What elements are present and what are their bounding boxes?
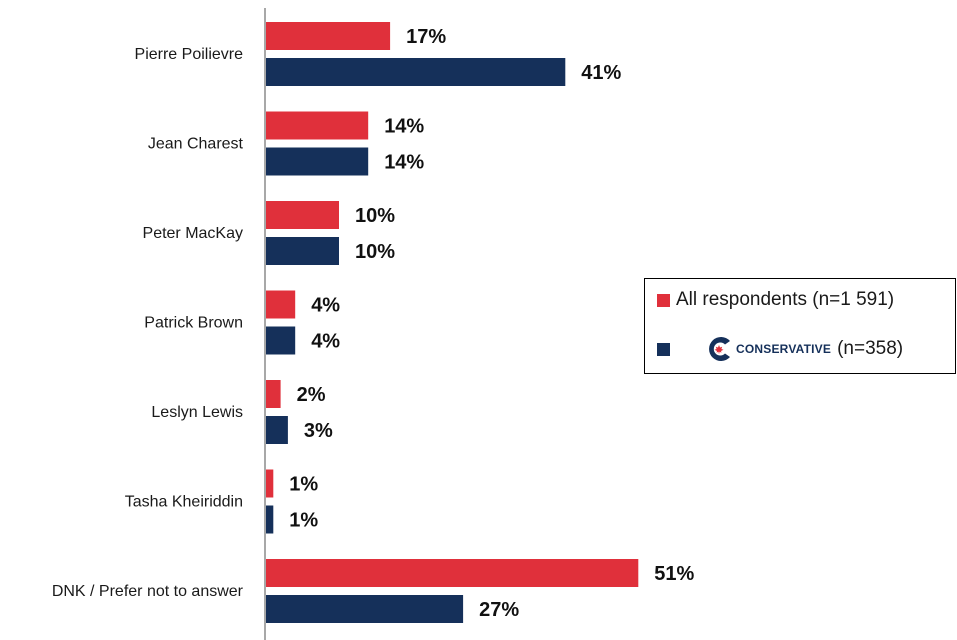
data-label-conservative-leslyn-lewis: 3% xyxy=(304,420,333,442)
bar-all-respondents-dnk-prefer-not-to-answer xyxy=(266,559,639,587)
legend-swatch-conservative xyxy=(657,342,670,356)
bar-conservative-pierre-poilievre xyxy=(266,58,566,86)
data-label-all-respondents-dnk-prefer-not-to-answer: 51% xyxy=(654,563,694,585)
category-label-leslyn-lewis: Leslyn Lewis xyxy=(151,404,243,421)
data-label-all-respondents-leslyn-lewis: 2% xyxy=(297,384,326,406)
bar-conservative-tasha-kheiriddin xyxy=(266,505,274,534)
category-label-tasha-kheiriddin: Tasha Kheiriddin xyxy=(125,494,243,511)
data-label-conservative-peter-mackay: 10% xyxy=(355,241,395,263)
data-label-all-respondents-patrick-brown: 4% xyxy=(311,295,340,317)
bar-conservative-patrick-brown xyxy=(266,326,296,355)
data-label-conservative-jean-charest: 14% xyxy=(384,152,424,174)
legend-label-all-respondents: All respondents (n=1 591) xyxy=(676,289,895,310)
bar-all-respondents-pierre-poilievre xyxy=(266,22,391,50)
conservative-logo-text: CONSERVATIVE xyxy=(736,342,832,356)
category-label-patrick-brown: Patrick Brown xyxy=(144,315,243,332)
bars-layer xyxy=(266,22,639,623)
bar-all-respondents-peter-mackay xyxy=(266,201,339,229)
bar-all-respondents-jean-charest xyxy=(266,111,369,140)
bar-conservative-jean-charest xyxy=(266,147,369,176)
legend-item-all-respondents: All respondents (n=1 591) xyxy=(657,289,894,311)
category-label-peter-mackay: Peter MacKay xyxy=(143,225,243,242)
bar-conservative-leslyn-lewis xyxy=(266,416,288,444)
labels-layer: Pierre Poilievre 17% 41% Jean Charest 14% 14%… xyxy=(52,26,695,621)
bar-conservative-dnk-prefer-not-to-answer xyxy=(266,595,464,623)
conservative-c-icon xyxy=(709,337,730,361)
legend: All respondents (n=1 591) CONSERVATIVE (… xyxy=(644,278,956,374)
category-label-pierre-poilievre: Pierre Poilievre xyxy=(135,46,244,63)
bar-conservative-peter-mackay xyxy=(266,237,339,265)
conservative-logo: CONSERVATIVE xyxy=(704,334,831,364)
legend-swatch-all-respondents xyxy=(657,293,670,307)
category-label-dnk-prefer-not-to-answer: DNK / Prefer not to answer xyxy=(52,583,244,600)
data-label-all-respondents-jean-charest: 14% xyxy=(384,116,424,138)
category-label-jean-charest: Jean Charest xyxy=(148,136,244,153)
data-label-conservative-pierre-poilievre: 41% xyxy=(581,62,621,84)
data-label-conservative-patrick-brown: 4% xyxy=(311,331,340,353)
data-label-all-respondents-peter-mackay: 10% xyxy=(355,205,395,227)
data-label-conservative-tasha-kheiriddin: 1% xyxy=(289,510,318,532)
data-label-all-respondents-tasha-kheiriddin: 1% xyxy=(289,474,318,496)
bar-all-respondents-tasha-kheiriddin xyxy=(266,469,274,498)
legend-label-conservative: (n=358) xyxy=(837,338,904,359)
bar-all-respondents-leslyn-lewis xyxy=(266,380,281,408)
bar-all-respondents-patrick-brown xyxy=(266,290,296,319)
data-label-all-respondents-pierre-poilievre: 17% xyxy=(406,26,446,48)
data-label-conservative-dnk-prefer-not-to-answer: 27% xyxy=(479,599,519,621)
legend-item-conservative: CONSERVATIVE (n=358) xyxy=(657,334,903,364)
